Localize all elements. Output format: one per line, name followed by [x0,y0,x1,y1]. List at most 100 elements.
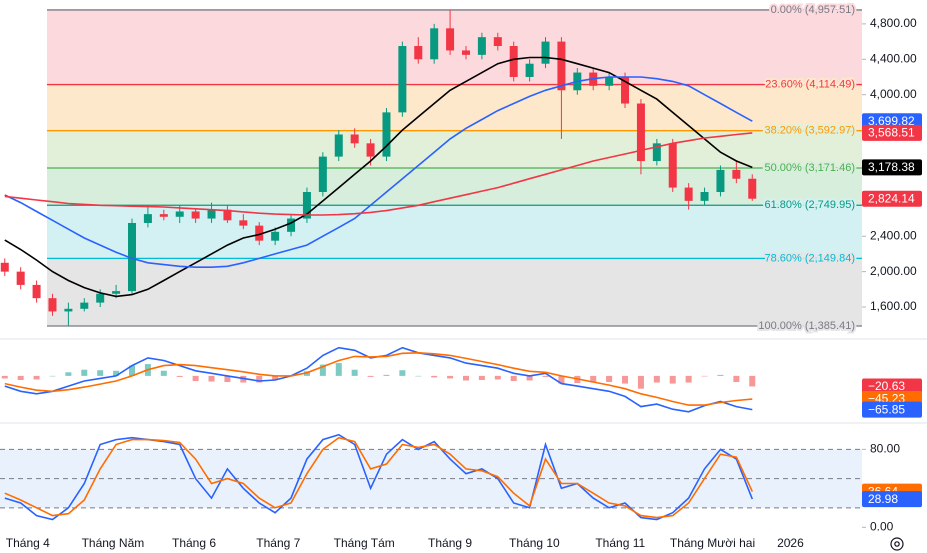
candle-body [159,214,168,217]
histogram-bar [17,375,24,380]
histogram-bar [319,364,326,376]
histogram-bar [447,375,454,379]
price-tag [862,378,922,395]
price-tag [862,401,922,418]
candle-body [96,293,105,303]
histogram-bar [33,375,40,380]
y-tick-label: 1,600.00 [870,299,917,313]
candle-body [477,37,486,55]
histogram-bar [49,375,56,377]
candle-body [509,46,518,77]
price-pane: 0.00% (4,957.51) 23.60% (4,114.49) 38.20% … [0,2,862,334]
histogram-bar [462,375,469,381]
histogram-bar [192,375,199,381]
x-tick-label: Tháng 6 [172,536,216,550]
y-tick-label: 4,400.00 [870,51,917,65]
fib-label: 0.00% (4,957.51) [771,4,855,16]
histogram-bar [717,374,724,376]
histogram-bar [590,375,597,383]
candle-body [446,28,455,51]
candle-body [143,214,152,223]
histogram-bar [208,375,215,382]
fib-label: 23.60% (4,114.49) [765,78,855,90]
candle-body [366,143,375,157]
settings-icon[interactable] [890,537,904,551]
candle-body [493,37,502,47]
fib-band [47,205,862,259]
histogram-bar [637,375,644,389]
fib-label: 38.20% (3,592.97) [764,125,855,137]
y-tick-label: 2,400.00 [870,228,917,242]
x-tick-label: Tháng 9 [428,536,472,550]
y-tick-label: 0.00 [870,520,894,534]
histogram-bar [256,375,263,383]
candle-body [271,231,280,241]
y-tick-label: 4,000.00 [870,87,917,101]
candle-body [255,225,264,241]
x-tick-label: Tháng Tám [334,536,395,550]
x-tick-label: Tháng Mười hai [670,536,755,550]
candle-body [334,134,343,157]
candle-body [461,50,470,55]
candle-body [318,156,327,193]
candle-body [239,220,248,226]
indicator-line [4,436,754,519]
candle-body [525,63,534,77]
candle-body [16,271,25,285]
fib-band [47,84,862,131]
x-tick-label: Tháng Năm [82,536,145,550]
histogram-bar [653,375,660,383]
candle-body [668,143,677,188]
x-tick-label: Tháng 7 [256,536,300,550]
price-tag [862,491,922,508]
price-tag-label: 3,699.82 [868,114,915,128]
price-tag-label: 3,178.38 [868,160,915,174]
candle-body [605,76,614,86]
histogram-bar [176,375,183,377]
histogram-bar [733,375,740,383]
histogram-bar [367,375,374,377]
candle-body [128,222,137,292]
histogram-bar [701,375,708,377]
candle-body [64,308,73,312]
fib-label: 78.60% (2,149.84) [764,252,855,264]
indicator-line [4,132,753,216]
indicator-line [4,433,754,521]
fib-band [47,258,862,327]
candle-body [652,143,661,162]
candle-body [0,262,9,272]
fib-label: 61.80% (2,749.95) [764,199,855,211]
stochastic-band [0,449,862,508]
histogram-bar [81,369,88,376]
stochastic-pane [0,433,862,521]
x-tick-label: Tháng 4 [6,536,50,550]
histogram-bar [494,375,501,380]
candle-body [350,134,359,144]
price-tag-label: 3,568.51 [868,126,915,140]
fib-band [47,167,862,206]
indicator-line [4,56,753,298]
histogram-bar [335,363,342,376]
fib-band [47,9,862,85]
histogram-bar [224,375,231,383]
candle-body [684,187,693,201]
x-tick-label: Tháng 10 [509,536,560,550]
histogram-bar [65,372,72,376]
histogram-bar [749,375,756,387]
candle-body [398,46,407,113]
histogram-bar [415,375,422,377]
y-tick-label: 2,000.00 [870,264,917,278]
histogram-bar [431,375,438,378]
candle-body [732,169,741,179]
candle-body [80,302,89,309]
histogram-bar [160,370,167,376]
candle-body [32,284,41,299]
price-tag-label: 2,824.14 [868,191,915,205]
candle-body [112,291,121,294]
candle-body [207,209,216,219]
fib-label: 100.00% (1,385.41) [758,320,855,332]
x-tick-label: Tháng 11 [595,536,645,550]
histogram-bar [478,375,485,380]
price-tag-label: −65.85 [868,402,905,416]
histogram-bar [510,375,517,381]
